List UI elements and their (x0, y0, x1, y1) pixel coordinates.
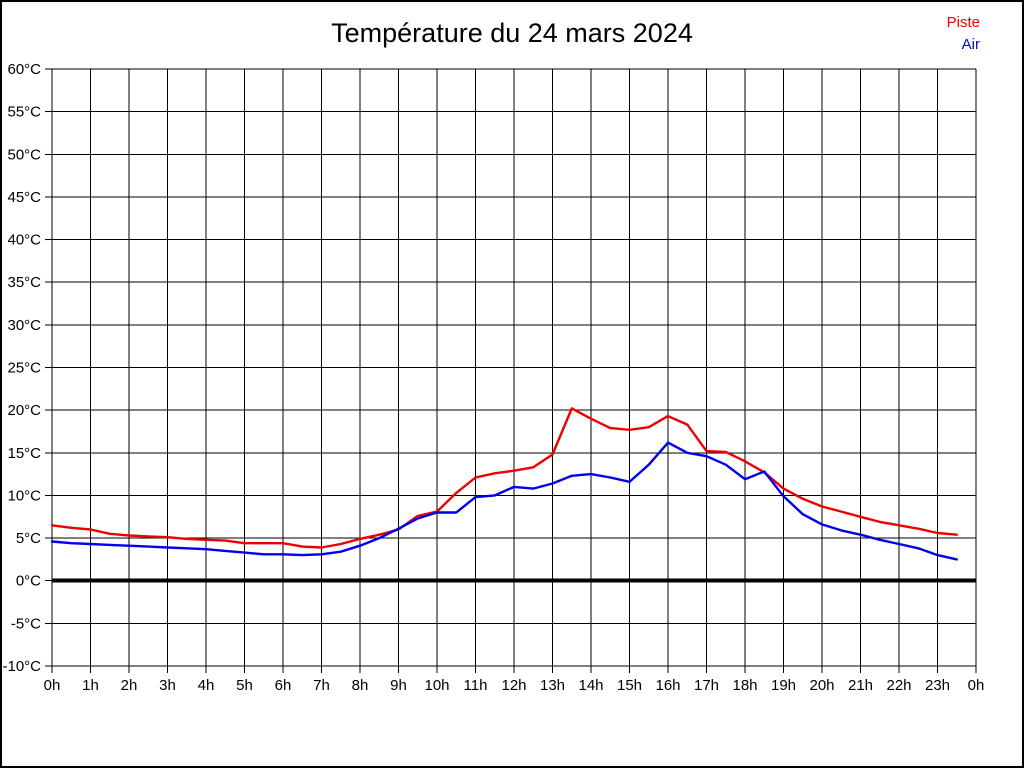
x-tick-label: 20h (809, 677, 834, 694)
x-tick-label: 14h (578, 677, 603, 694)
x-tick-label: 0h (44, 677, 61, 694)
y-tick-label: 35°C (7, 274, 41, 291)
x-tick-label: 6h (275, 677, 292, 694)
y-tick-label: -10°C (2, 658, 41, 675)
x-tick-label: 13h (540, 677, 565, 694)
x-tick-label: 17h (694, 677, 719, 694)
y-tick-label: -5°C (11, 615, 41, 632)
x-tick-label: 3h (159, 677, 176, 694)
legend: Piste Air (947, 12, 980, 56)
series-line-piste (50, 407, 958, 549)
x-tick-label: 12h (501, 677, 526, 694)
y-tick-label: 60°C (7, 61, 41, 78)
x-tick-label: 1h (82, 677, 99, 694)
y-tick-label: 5°C (16, 530, 41, 547)
y-tick-label: 30°C (7, 317, 41, 334)
x-tick-label: 7h (313, 677, 330, 694)
x-tick-label: 8h (352, 677, 369, 694)
y-tick-label: 55°C (7, 104, 41, 121)
x-axis-labels: 0h 1h 2h 3h 4h 5h 6h 7h 8h 9h 10h 11h 12h 13h 14h 15h 16… (44, 677, 985, 694)
x-tick-label: 22h (886, 677, 911, 694)
y-tick-label: 45°C (7, 189, 41, 206)
y-tick-label: 25°C (7, 360, 41, 377)
x-tick-label: 18h (732, 677, 757, 694)
y-tick-label: 40°C (7, 232, 41, 249)
x-tick-label: 4h (198, 677, 215, 694)
x-tick-label: 23h (925, 677, 950, 694)
legend-item-air: Air (961, 36, 980, 53)
series-line-air (50, 441, 958, 561)
x-tick-label: 16h (655, 677, 680, 694)
x-tick-label: 15h (617, 677, 642, 694)
x-tick-label: 5h (236, 677, 253, 694)
chart-title: Température du 24 mars 2024 (331, 18, 693, 48)
x-tick-label: 2h (121, 677, 138, 694)
x-tick-label: 9h (390, 677, 407, 694)
y-axis-labels: 60°C 55°C 50°C 45°C 40°C 35°C 30°C 25°C 20°C 15°C… (2, 61, 41, 675)
grid (45, 68, 977, 673)
x-tick-label: 0h (968, 677, 985, 694)
x-tick-label: 19h (771, 677, 796, 694)
y-tick-label: 20°C (7, 402, 41, 419)
x-tick-label: 10h (424, 677, 449, 694)
x-tick-label: 21h (848, 677, 873, 694)
y-tick-label: 0°C (16, 573, 41, 590)
y-tick-label: 10°C (7, 487, 41, 504)
y-tick-label: 15°C (7, 445, 41, 462)
legend-item-piste: Piste (946, 14, 980, 31)
y-tick-label: 50°C (7, 146, 41, 163)
x-tick-label: 11h (464, 677, 488, 694)
